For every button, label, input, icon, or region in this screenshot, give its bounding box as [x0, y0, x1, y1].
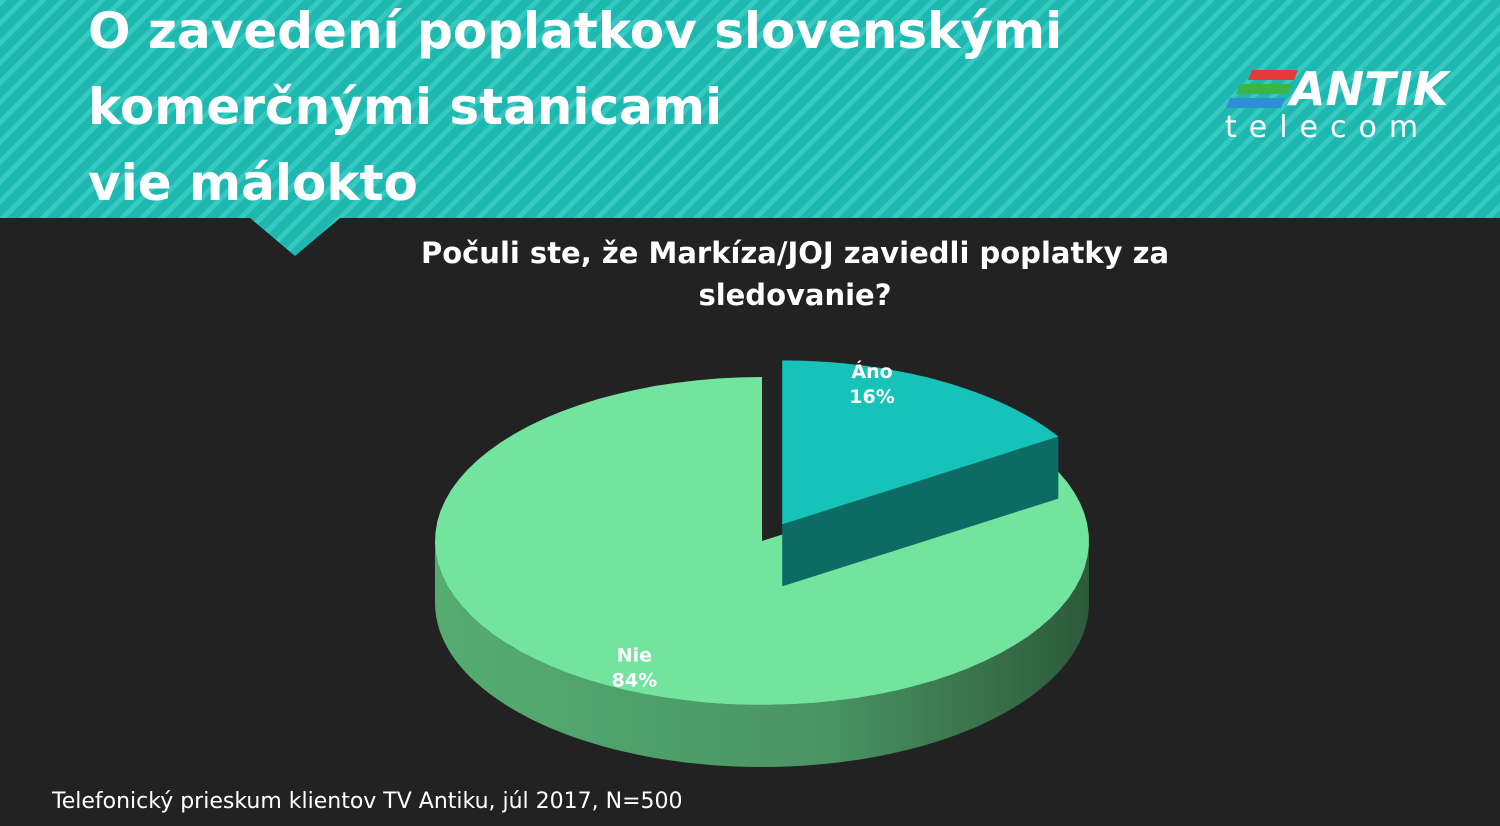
- logo-sub: telecom: [1225, 110, 1430, 145]
- pie-slice: [435, 377, 1089, 705]
- data-label-category: Nie: [617, 645, 652, 667]
- title-line: O zavedení poplatkov slovenskými: [88, 2, 1062, 60]
- slice-wall: [782, 436, 1059, 587]
- data-label-category: Áno: [851, 360, 892, 383]
- data-label-value: 16%: [849, 386, 894, 408]
- header-band: [0, 0, 1500, 256]
- logo-brand: ANTIK: [1287, 62, 1452, 116]
- pie: Áno 16% Nie 84%: [435, 360, 1089, 767]
- title-line: komerčnými stanicami: [88, 78, 722, 136]
- data-label-value: 84%: [612, 670, 657, 692]
- title-line: vie málokto: [88, 154, 418, 212]
- logo: ANTIK telecom: [1225, 62, 1452, 145]
- slice-side: [435, 541, 1089, 767]
- chart-title: Počuli ste, že Markíza/JOJ zaviedli popl…: [420, 236, 1170, 312]
- source-note: Telefonický prieskum klientov TV Antiku,…: [51, 789, 683, 814]
- pie-slice: [782, 360, 1059, 525]
